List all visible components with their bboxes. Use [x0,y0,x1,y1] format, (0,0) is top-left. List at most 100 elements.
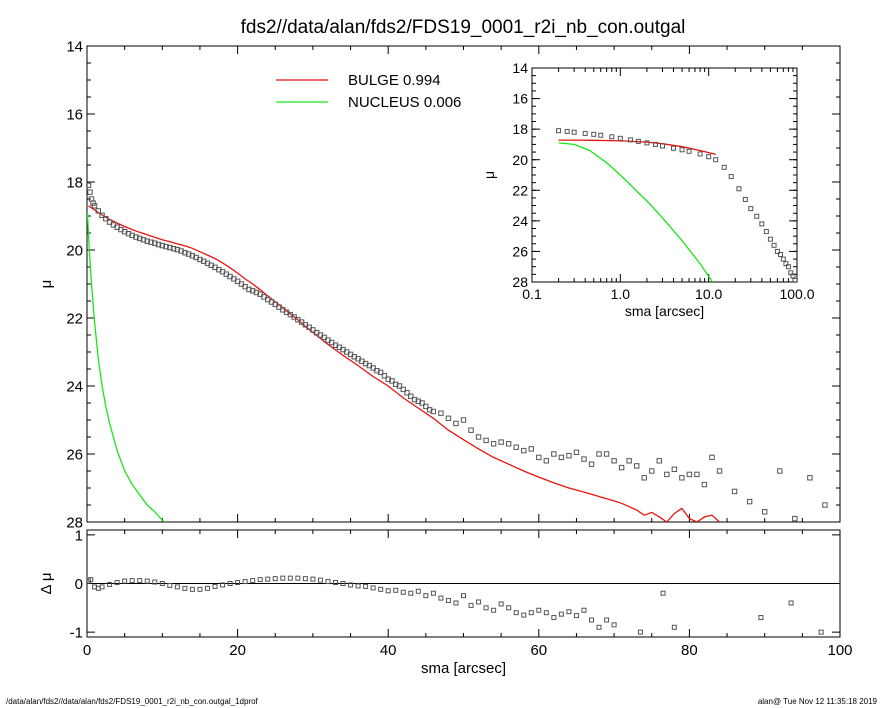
main-data-point [453,420,459,427]
residual-data-point [332,580,338,586]
main-data-point [381,373,388,379]
main-data-point [807,475,813,481]
legend-label-nucleus: NUCLEUS 0.006 [348,94,461,111]
residual-data-point [604,617,610,623]
residual-data-point [521,612,527,618]
main-data-point [701,481,708,488]
main-data-point [148,239,154,245]
main-data-point [490,441,497,447]
residual-data-point [197,586,203,592]
residual-data-point [461,593,466,599]
main-data-point [95,208,101,214]
inset-data-point [780,256,786,262]
residual-data-point [818,629,824,635]
inset-data-point [571,129,577,135]
residual-xtick-label: 80 [681,642,698,659]
inset-data-point [748,206,754,212]
inset-data-point [582,130,588,136]
residual-data-point [159,581,165,586]
main-data-point [197,256,203,263]
residual-data-point [144,578,150,584]
residual-xtick-label: 0 [83,642,91,659]
main-data-point [329,339,335,346]
main-data-point [415,398,422,405]
main-data-point [438,410,444,416]
main-data-point [298,319,305,325]
main-data-point [155,241,162,248]
main-data-point [543,458,550,464]
chart-title: fds2//data/alan/fds2/FDS19_0001_r2i_nb_c… [241,17,686,38]
main-data-point [242,284,248,290]
legend-label-bulge: BULGE 0.994 [348,72,441,89]
residual-data-point [220,582,226,588]
inset-data-point [736,186,742,192]
main-data-point [603,451,610,457]
residual-ytick-label: 1 [75,527,83,544]
footer-file-path: /data/alan/fds2//data/alan/fds2/FDS19_00… [6,697,258,706]
residual-data-point [235,580,241,586]
main-data-point [90,200,96,206]
main-data-point [159,242,166,249]
legend: BULGE 0.994 NUCLEUS 0.006 [276,72,461,111]
main-data-point [709,454,715,461]
main-data-point [393,381,399,388]
inset-data-point [679,147,685,153]
residual-data-point [589,617,595,623]
residual-data-point [400,589,406,595]
inset-data-point [777,251,783,257]
main-ytick-label: 24 [66,378,83,395]
main-data-point [521,447,527,454]
main-series-nucleus [87,212,166,522]
residual-data-point [543,610,549,616]
main-data-point [566,453,572,459]
main-ytick-label: 20 [66,242,83,259]
residual-data-point [438,595,444,601]
main-data-point [87,189,93,195]
inset-data-point [686,148,692,154]
main-data-point [257,291,263,297]
residual-data-point [242,579,248,585]
inset-data-point [771,242,777,248]
residual-data-point [174,584,180,590]
main-data-point [468,427,474,433]
main-data-point [133,234,139,240]
inset-ytick-label: 18 [512,121,528,137]
main-data-point [430,408,437,415]
main-ytick-label: 14 [66,38,83,55]
main-data-point [656,458,662,464]
residual-data-point [302,576,308,582]
inset-data-point [627,137,633,143]
main-data-point [238,281,245,287]
residual-data-point [445,598,451,604]
inset-data-point [635,138,641,144]
main-data-point [649,468,655,474]
main-data-point [731,488,738,495]
residual-data-point [363,583,369,589]
inset-data-point [644,140,650,146]
main-data-point [573,449,580,456]
inset-data-point [792,277,797,282]
residual-data-point [551,615,557,621]
residual-data-point [423,593,429,599]
main-data-point [445,415,452,422]
residual-xtick-label: 40 [380,642,397,659]
main-series-bulge [88,205,720,522]
main-data-point [246,286,252,293]
residual-data-point [415,588,421,594]
inset-series-nucleus [558,142,714,282]
inset-ytick-label: 20 [512,152,528,168]
residual-data-point [483,605,489,611]
inset-xtick-label: 0.1 [522,286,542,302]
inset-data-point [659,143,665,149]
inset-xaxis-label: sma [arcsec] [625,303,704,319]
inset-ytick-label: 16 [512,91,528,107]
residual-data-point [114,580,120,586]
residual-data-point [581,607,587,613]
main-data-point [140,237,147,243]
main-data-point [321,334,327,341]
main-data-point [505,441,512,447]
main-data-point [261,294,267,300]
inset-background [532,68,797,282]
